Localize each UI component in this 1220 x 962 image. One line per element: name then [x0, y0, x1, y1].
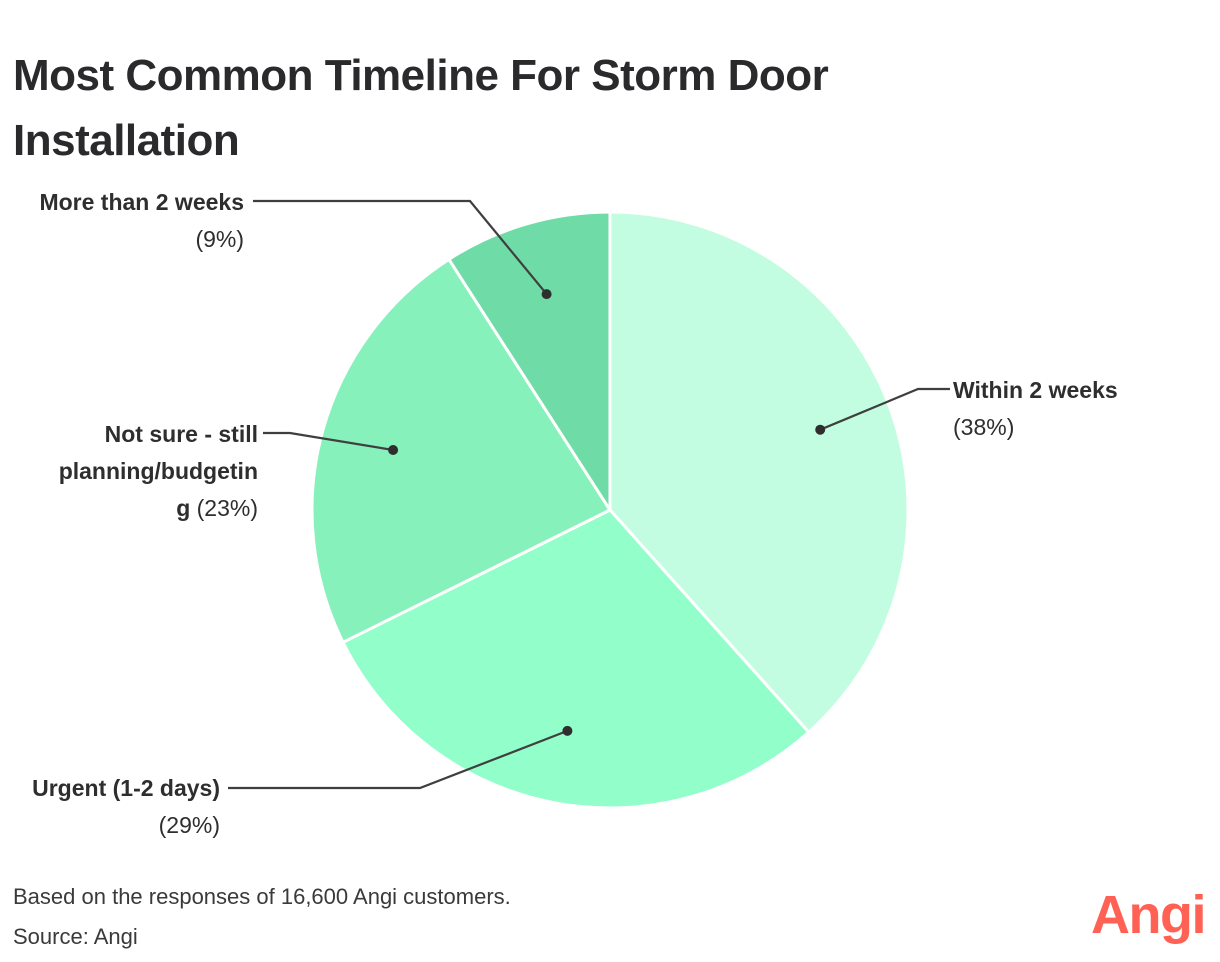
callout-label-line1: Not sure - still [104, 421, 258, 447]
leader-dot-4 [541, 289, 552, 300]
leader-dot-2 [562, 725, 573, 736]
pie-slice-4 [447, 210, 612, 512]
callout-label: Within 2 weeks [953, 377, 1118, 403]
footnote: Based on the responses of 16,600 Angi cu… [13, 884, 511, 909]
callout-urgent: Urgent (1-2 days) (29%) [0, 770, 220, 844]
callout-percent: (38%) [953, 414, 1015, 440]
pie-slice-1 [608, 210, 910, 734]
angi-logo: Angi [1091, 885, 1206, 945]
callout-not-sure: Not sure - still planning/budgetin g (23… [0, 416, 258, 527]
pie-slice-2 [341, 508, 811, 810]
leader-line-1 [819, 387, 950, 431]
pie-slice-3 [310, 257, 612, 644]
leader-dot-1 [815, 424, 826, 435]
leader-line-4 [253, 199, 548, 295]
callout-percent: (9%) [195, 226, 244, 252]
leader-line-3 [263, 431, 394, 452]
leader-line-2 [228, 729, 568, 790]
callout-percent: (29%) [158, 812, 220, 838]
callout-label: Urgent (1-2 days) [32, 775, 220, 801]
callout-label: More than 2 weeks [39, 189, 244, 215]
callout-within-2-weeks: Within 2 weeks (38%) [953, 372, 1213, 446]
chart-title: Most Common Timeline For Storm Door Inst… [13, 51, 829, 166]
source-note: Source: Angi [13, 924, 138, 949]
callout-more-than-2-weeks: More than 2 weeks (9%) [0, 184, 244, 258]
callout-label-line3: g [176, 495, 191, 521]
callout-percent: (23%) [196, 495, 258, 521]
leader-dot-3 [388, 445, 399, 455]
callout-label-line2: planning/budgetin [58, 458, 258, 484]
